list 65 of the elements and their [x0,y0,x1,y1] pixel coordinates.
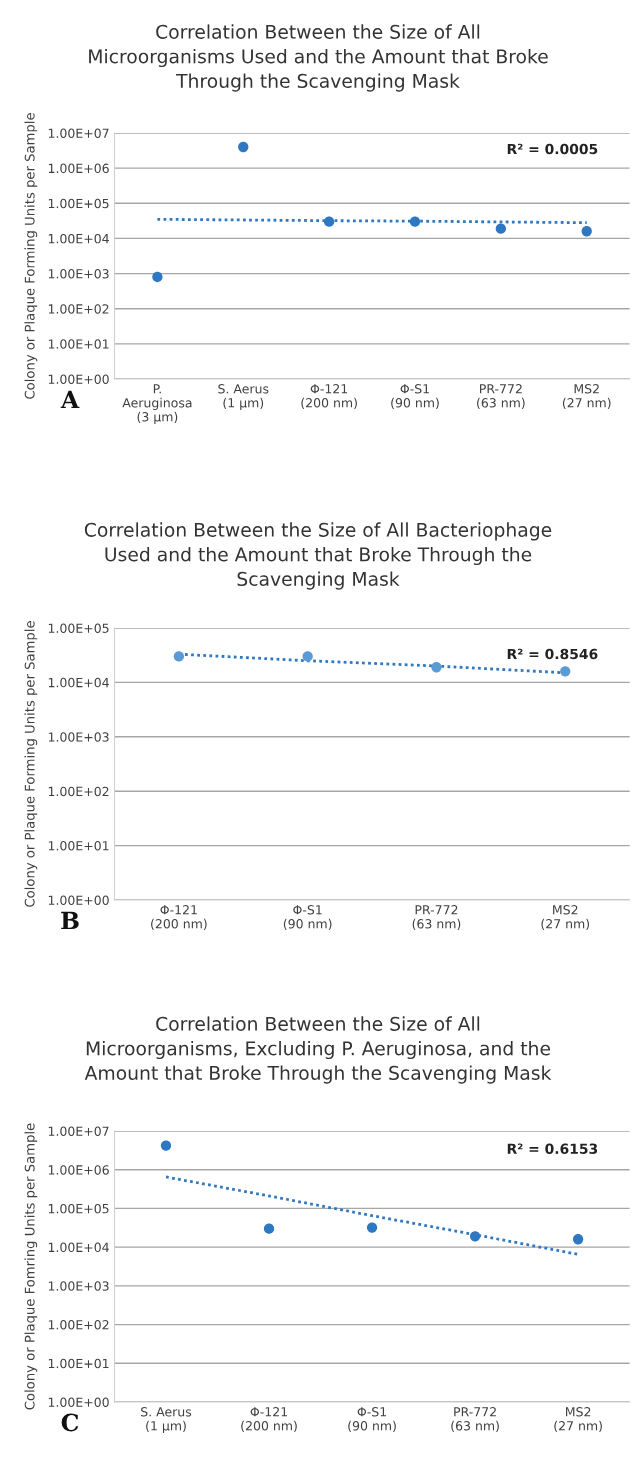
chart-title: Correlation Between the Size of All Bacteriophage Used and the Amount that Broke Through the Scavenging Mask [84,522,552,590]
y-tick-label: 1.00E+00 [48,895,109,905]
y-tick-label: 1.00E+06 [48,1165,109,1175]
point [560,666,571,677]
y-tick-label: 1.00E+07 [48,1126,109,1136]
y-tick-label: 1.00E+01 [48,339,109,349]
y-tick-label: 1.00E+03 [48,269,109,279]
y-axis-title: Colony or Plaque Forming Units per Sample [24,621,38,907]
chart-title: Correlation Between the Size of All Microorganisms Used and the Amount that Broke Through the Scavenging Mask [89,24,548,92]
x-tick-label: PR-772 (63 nm) [451,1407,499,1432]
x-tick-label: PR-772 (63 nm) [477,384,525,409]
point [366,1222,378,1233]
x-tick-label: MS2 (27 nm) [562,384,611,409]
y-tick-label: 1.00E+06 [48,163,109,174]
point [581,226,592,237]
y-tick-label: 1.00E+03 [48,732,109,742]
annotation: R² = 0.0005 [507,143,598,155]
point [323,216,335,227]
text: C [61,1413,79,1432]
point [302,651,313,662]
x-tick-label: Φ-S1 (90 nm) [348,1407,396,1432]
x-tick-label: PR-772 (63 nm) [412,905,461,930]
point [152,271,163,283]
y-tick-label: 1.00E+04 [48,677,109,688]
x-tick-label: P. Aeruginosa (3 μm) [122,384,192,424]
point [238,141,249,153]
annotation: R² = 0.8546 [507,648,598,660]
y-tick-label: 1.00E+00 [48,374,109,384]
y-tick-label: 1.00E+05 [48,1203,109,1214]
x-tick-label: S. Aerus (1 μm) [218,384,269,410]
line-series [164,1175,580,1256]
point [263,1223,275,1234]
x-tick-label: Φ-121 (200 nm) [151,905,207,930]
y-tick-label: 1.00E+01 [48,841,109,851]
y-tick-label: 1.00E+00 [48,1397,109,1407]
point [572,1234,584,1245]
y-tick-label: 1.00E+02 [48,304,109,314]
y-axis-title: Colony or Plaque Fomring Units per Sample [24,1123,38,1410]
point [160,1140,172,1151]
annotation: R² = 0.6153 [507,1143,598,1154]
chart-title: Correlation Between the Size of All Microorganisms, Excluding P. Aeruginosa, and the Amount that Broke Through the Scavenging Mask [84,1016,552,1084]
y-tick-label: 1.00E+07 [48,128,109,138]
y-axis-title: Colony or Plaque Forming Units per Sample [24,113,38,399]
point [409,216,421,227]
y-tick-label: 1.00E+02 [48,1320,109,1330]
y-tick-label: 1.00E+04 [48,1242,109,1253]
y-tick-label: 1.00E+01 [48,1358,109,1369]
text: A [60,390,80,409]
x-tick-label: MS2 (27 nm) [554,1407,602,1432]
text: B [61,911,79,930]
x-tick-label: S. Aerus (1 μm) [141,1407,192,1433]
point [495,223,506,234]
x-tick-label: Φ-S1 (90 nm) [391,384,439,409]
y-tick-label: 1.00E+04 [48,233,109,244]
x-tick-label: Φ-121 (200 nm) [241,1407,297,1432]
point [469,1231,481,1242]
point [173,651,185,662]
y-tick-label: 1.00E+03 [48,1281,109,1291]
y-tick-label: 1.00E+05 [48,623,109,633]
x-tick-label: Φ-121 (200 nm) [301,384,357,409]
x-tick-label: Φ-S1 (90 nm) [283,905,332,930]
y-tick-label: 1.00E+05 [48,198,109,209]
y-tick-label: 1.00E+02 [48,786,109,797]
point [431,662,442,673]
x-tick-label: MS2 (27 nm) [541,905,590,930]
